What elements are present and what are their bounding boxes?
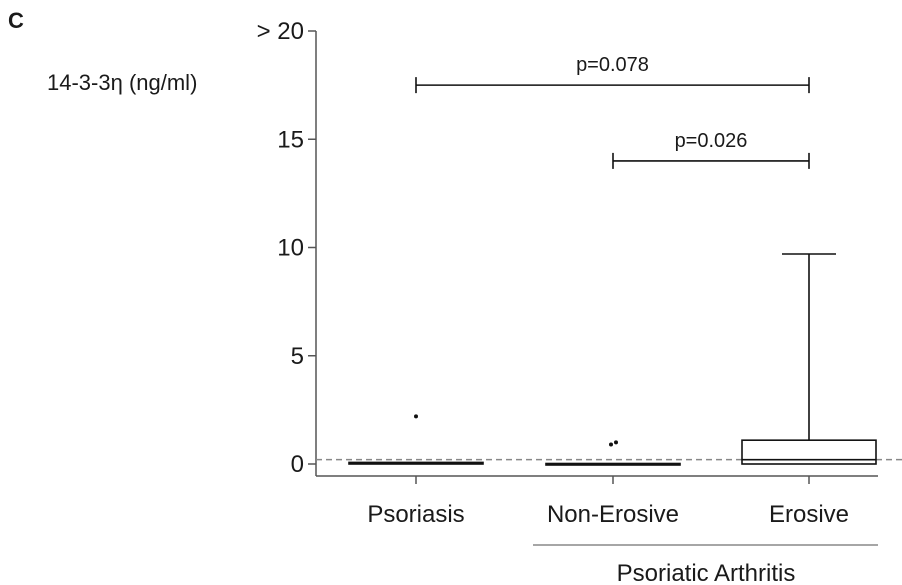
boxes — [348, 253, 877, 466]
p-value-label: p=0.026 — [675, 130, 748, 152]
y-axis-label: 14-3-3η (ng/ml) — [47, 70, 197, 95]
outlier-point — [614, 440, 618, 445]
y-tick-label: > 20 — [257, 18, 304, 45]
y-tick-label: 15 — [277, 126, 304, 153]
group-annotation: Psoriatic Arthritis — [533, 544, 878, 585]
y-tick-label: 10 — [277, 235, 304, 262]
category-label: Psoriasis — [367, 501, 464, 528]
category-label: Non-Erosive — [547, 501, 679, 528]
comparison-bracket: p=0.078 — [415, 54, 810, 94]
iqr-box — [545, 462, 681, 466]
p-value-label: p=0.078 — [576, 54, 649, 76]
iqr-box — [348, 461, 484, 465]
box-psoriasis — [348, 414, 484, 465]
box-non-erosive — [545, 440, 681, 466]
y-tick-label: 0 — [291, 451, 304, 478]
axes — [315, 31, 878, 477]
outlier-point — [414, 414, 418, 419]
category-label: Erosive — [769, 501, 849, 528]
group-label: Psoriatic Arthritis — [617, 560, 796, 585]
comparison-bracket: p=0.026 — [612, 130, 810, 169]
y-tick-label: 5 — [291, 343, 304, 370]
panel-label: C — [8, 8, 24, 33]
comparison-brackets: p=0.078 p=0.026 — [415, 54, 810, 169]
y-ticks: > 20 15 10 5 0 — [257, 18, 316, 478]
box-erosive — [741, 253, 877, 465]
outlier-point — [609, 442, 613, 447]
x-categories: Psoriasis Non-Erosive Erosive — [367, 476, 849, 528]
